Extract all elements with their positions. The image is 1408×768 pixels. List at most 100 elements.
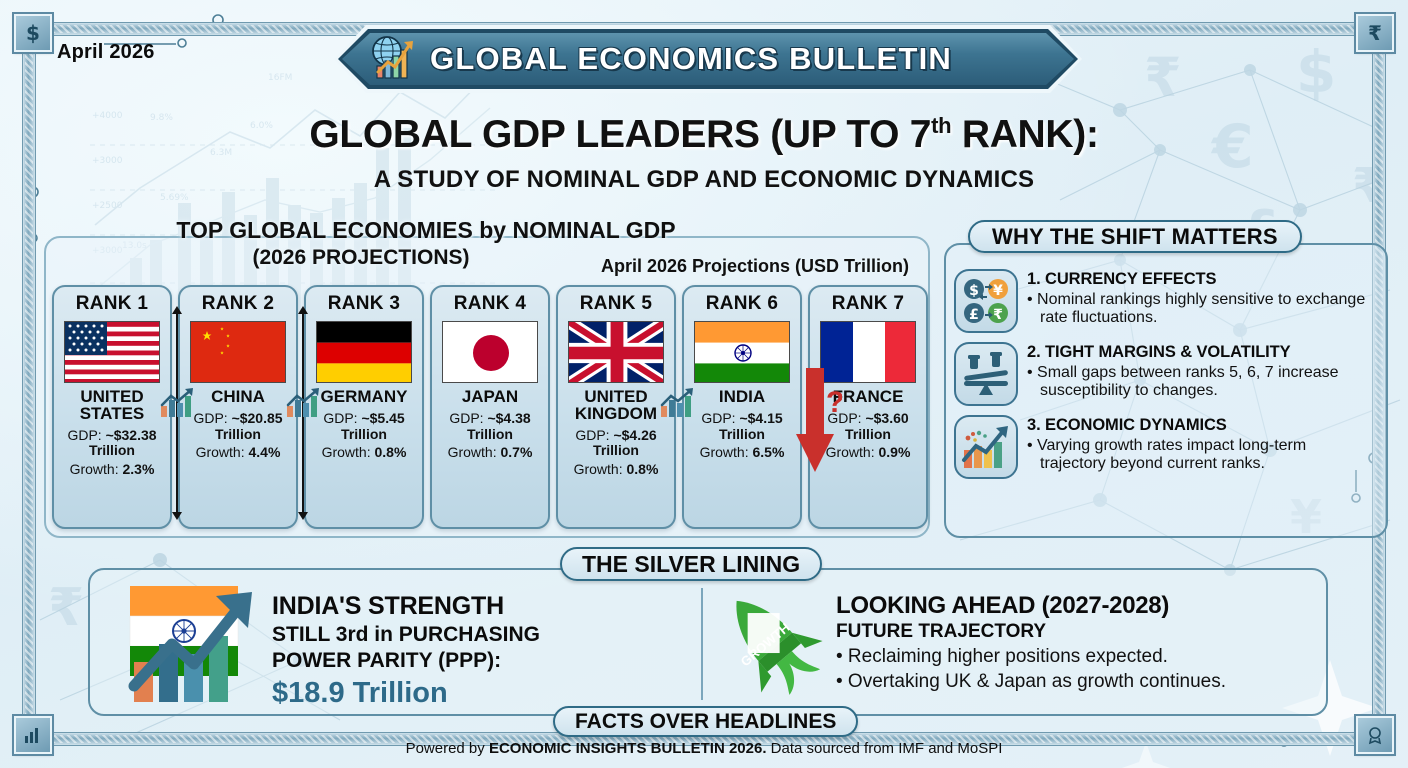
why-item-bullet: • Varying growth rates impact long-term … — [1027, 437, 1307, 473]
gdp-value: GDP: ~$4.15 Trillion — [688, 410, 796, 442]
svg-text:¥: ¥ — [993, 283, 1003, 299]
gdp-unit: Trillion — [719, 425, 765, 442]
svg-text:$: $ — [969, 283, 979, 299]
growth-amount: 0.8% — [626, 461, 659, 477]
gdp-unit: Trillion — [341, 425, 387, 442]
growth-label: Growth: — [447, 444, 501, 461]
rank-label: RANK 2 — [201, 293, 275, 314]
gdp-label: GDP: — [193, 410, 232, 426]
watermark-euro: € — [1212, 112, 1254, 182]
silver-lining-pill: THE SILVER LINING — [560, 547, 823, 581]
svg-text:+2500: +2500 — [92, 201, 123, 211]
rank-card-7[interactable]: RANK 7 FRANCE GDP: ~$3.60 Trillion Growt… — [808, 285, 928, 529]
why-item-3: 3. ECONOMIC DYNAMICS • Varying growth ra… — [954, 415, 1376, 479]
gdp-unit: Trillion — [89, 442, 135, 459]
bulletin-banner: GLOBAL ECONOMICS BULLETIN — [334, 25, 1082, 93]
growth-value: Growth: 0.8% — [310, 444, 418, 460]
rank-label: RANK 1 — [75, 293, 149, 314]
why-shift-matters-pill: WHY THE SHIFT MATTERS — [968, 220, 1302, 253]
rank-card-5[interactable]: RANK 5 UNITED KINGDOM GDP: ~$4.26 Trilli… — [556, 285, 676, 529]
watermark-rupee-3: ₹ — [48, 578, 85, 638]
growth-amount: 4.4% — [248, 444, 281, 461]
rank-label: RANK 4 — [453, 293, 527, 314]
rank-card-2[interactable]: RANK 2 CHINA GDP: ~$20.85 Trillion — [178, 285, 298, 529]
date-label: April 2026 — [57, 41, 155, 63]
india-flag-growth-arrow-icon — [112, 582, 260, 710]
growth-amount: 0.9% — [878, 444, 911, 461]
seal-badge-icon — [1354, 714, 1396, 756]
future-trajectory-label: FUTURE TRAJECTORY — [836, 621, 1047, 642]
footer-pre: Powered by — [405, 740, 489, 757]
flag-china-icon — [190, 321, 286, 383]
gdp-amount: ~$5.45 — [361, 410, 405, 426]
looking-ahead-block: GROWTH LOOKING AHEAD (2027-2028) FUTURE … — [718, 582, 1318, 709]
flag-uk-icon — [568, 321, 664, 383]
ranks-subheading: (2026 PROJECTIONS) — [252, 246, 470, 269]
growth-value: Growth: 4.4% — [184, 444, 292, 460]
country-name: UNITED KINGDOM — [574, 387, 658, 424]
svg-text:+3000: +3000 — [92, 156, 123, 166]
growth-chart-mini-icon-1 — [160, 388, 194, 418]
rank-card-3[interactable]: RANK 3 GERMANY GDP: ~$5.45 Trillion Grow… — [304, 285, 424, 529]
gdp-amount: ~$32.38 — [105, 426, 157, 443]
gdp-label: GDP: — [701, 410, 740, 426]
flag-france-icon — [820, 321, 916, 383]
rank-card-4[interactable]: RANK 4 JAPAN GDP: ~$4.38 Trillion Growth… — [430, 285, 550, 529]
country-name: JAPAN — [461, 387, 519, 406]
growth-label: Growth: — [195, 444, 249, 461]
rank-label: RANK 5 — [579, 293, 653, 314]
gdp-amount: ~$20.85 — [231, 410, 283, 426]
footer-post: Data sourced from IMF and MoSPI — [766, 740, 1003, 757]
watermark-rupee-1: ₹ — [1144, 46, 1182, 109]
gdp-amount: ~$4.38 — [487, 410, 531, 426]
gdp-label: GDP: — [323, 410, 362, 426]
svg-text:₹: ₹ — [993, 307, 1003, 323]
country-name: FRANCE — [832, 387, 904, 406]
gdp-label: GDP: — [67, 426, 106, 443]
svg-text:16FM: 16FM — [268, 73, 292, 83]
growth-label: Growth: — [69, 461, 123, 477]
svg-text:5.69%: 5.69% — [160, 193, 189, 203]
rank-card-6[interactable]: RANK 6 INDIA GDP: ~$4.15 Trillion — [682, 285, 802, 529]
gdp-value: GDP: ~$32.38 Trillion — [58, 426, 166, 459]
currency-exchange-icon: $ ¥ £ ₹ — [954, 269, 1018, 333]
why-item-title: 1. CURRENCY EFFECTS — [1027, 270, 1217, 288]
watermark-yen: ¥ — [1290, 490, 1323, 544]
page-title-post: RANK): — [951, 113, 1099, 156]
gdp-amount: ~$4.15 — [739, 410, 783, 426]
gdp-unit: Trillion — [467, 425, 513, 442]
growth-value: Growth: 6.5% — [688, 444, 796, 460]
growth-amount: 2.3% — [122, 461, 155, 477]
footer-bold: ECONOMIC INSIGHTS BULLETIN 2026. — [488, 740, 767, 757]
why-item-1: $ ¥ £ ₹ 1. CURRENCY EF — [954, 269, 1376, 333]
gdp-value: GDP: ~$3.60 Trillion — [814, 410, 922, 442]
gdp-label: GDP: — [449, 410, 488, 426]
page-title: GLOBAL GDP LEADERS (UP TO 7th RANK): — [0, 113, 1408, 157]
india-strength-block: INDIA'S STRENGTH STILL 3rd in PURCHASING… — [112, 582, 692, 710]
banner-title: GLOBAL ECONOMICS BULLETIN — [430, 41, 952, 76]
globe-growth-chart-icon — [368, 32, 420, 87]
page-title-pre: GLOBAL GDP LEADERS (UP TO 7 — [309, 113, 932, 156]
balance-scale-icon — [954, 342, 1018, 406]
page-subtitle: A STUDY OF NOMINAL GDP AND ECONOMIC DYNA… — [373, 166, 1035, 193]
silver-lining-panel: INDIA'S STRENGTH STILL 3rd in PURCHASING… — [88, 568, 1328, 716]
silver-divider — [701, 588, 703, 700]
gdp-value: GDP: ~$4.26 Trillion — [562, 426, 670, 459]
gdp-unit: Trillion — [593, 442, 639, 459]
india-strength-title: INDIA'S STRENGTH — [272, 592, 504, 620]
looking-ahead-bullet-1: • Reclaiming higher positions expected. — [836, 646, 1168, 667]
why-item-bullet: • Nominal rankings highly sensitive to e… — [1027, 291, 1366, 327]
watermark-dollar-1: $ — [1296, 38, 1337, 106]
svg-text:£: £ — [969, 307, 979, 323]
growth-value: Growth: 0.9% — [814, 444, 922, 460]
gdp-unit: Trillion — [215, 425, 261, 442]
growth-label: Growth: — [573, 461, 627, 477]
rank-card-1[interactable]: RANK 1 — [52, 285, 172, 529]
growth-chart-mini-icon-2 — [286, 388, 320, 418]
gdp-amount: ~$4.26 — [613, 426, 657, 443]
growth-value: Growth: 0.8% — [562, 461, 670, 477]
rank-label: RANK 6 — [705, 293, 779, 314]
gdp-value: GDP: ~$4.38 Trillion — [436, 410, 544, 442]
growth-value: Growth: 0.7% — [436, 444, 544, 460]
